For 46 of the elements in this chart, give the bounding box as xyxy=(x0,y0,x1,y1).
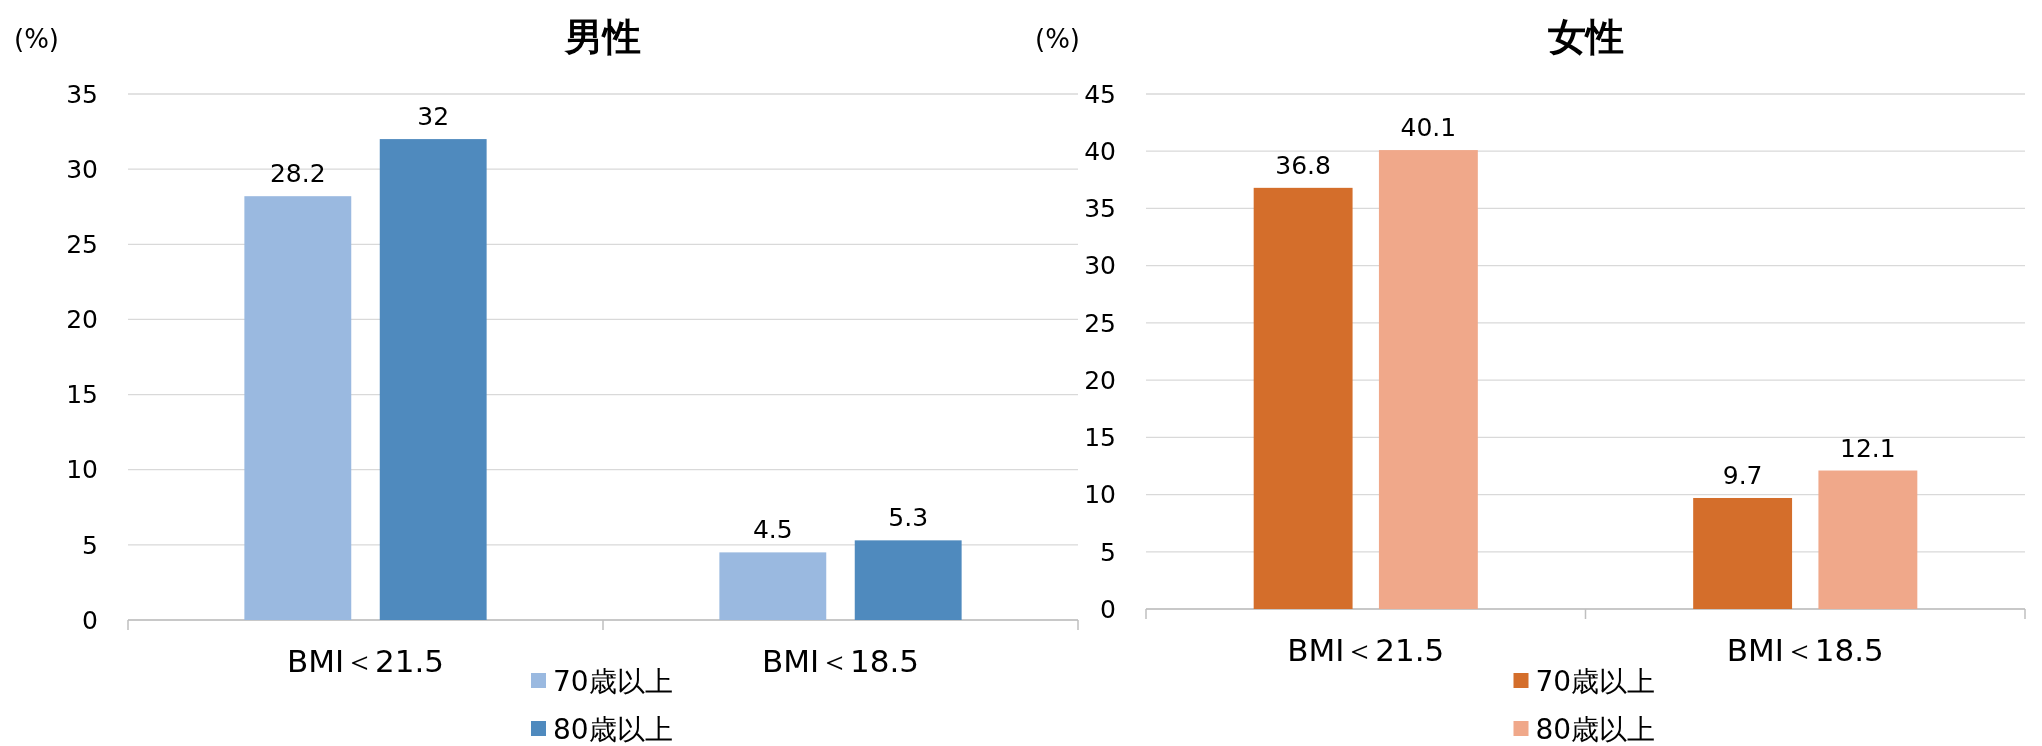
y-tick-label: 10 xyxy=(1084,480,1116,510)
y-tick-label: 35 xyxy=(1084,194,1116,224)
bar xyxy=(379,139,487,620)
y-tick-label: 5 xyxy=(82,530,98,560)
y-tick-label: 30 xyxy=(1084,251,1116,281)
y-tick-label: 5 xyxy=(1100,537,1116,567)
y-tick-label: 0 xyxy=(82,605,98,635)
bar xyxy=(1378,150,1478,609)
bar xyxy=(244,196,352,620)
data-label: 4.5 xyxy=(752,515,793,545)
y-tick-label: 20 xyxy=(1084,365,1116,395)
x-tick-label: BMI＜21.5 xyxy=(286,643,445,679)
bar xyxy=(1253,187,1353,609)
y-tick-label: 25 xyxy=(66,230,98,260)
chart-title: 男性 xyxy=(564,15,641,59)
legend-label: 70歳以上 xyxy=(553,664,673,698)
bar xyxy=(719,552,827,620)
y-tick-label: 15 xyxy=(1084,423,1116,453)
legend-label: 80歳以上 xyxy=(553,712,673,746)
x-tick-label: BMI＜18.5 xyxy=(761,643,920,679)
y-axis-title: (%) xyxy=(1035,24,1080,54)
data-label: 36.8 xyxy=(1275,150,1331,180)
data-label: 9.7 xyxy=(1722,460,1763,490)
legend-label: 70歳以上 xyxy=(1535,664,1656,698)
y-tick-label: 25 xyxy=(1084,308,1116,338)
data-label: 5.3 xyxy=(888,503,929,533)
y-tick-label: 40 xyxy=(1084,136,1116,166)
bar xyxy=(1818,470,1918,609)
y-tick-label: 35 xyxy=(66,79,98,109)
y-tick-label: 30 xyxy=(66,154,98,184)
data-label: 40.1 xyxy=(1400,113,1457,143)
x-tick-label: BMI＜18.5 xyxy=(1726,632,1884,668)
bar xyxy=(854,540,962,620)
y-tick-label: 10 xyxy=(66,455,98,485)
data-label: 28.2 xyxy=(269,159,326,189)
bar xyxy=(1693,497,1793,609)
data-label: 32 xyxy=(417,102,450,132)
data-label: 12.1 xyxy=(1840,433,1896,463)
y-tick-label: 45 xyxy=(1084,79,1116,109)
y-tick-label: 20 xyxy=(66,305,98,335)
x-tick-label: BMI＜21.5 xyxy=(1287,632,1445,668)
y-axis-title: (%) xyxy=(14,24,59,54)
y-tick-label: 15 xyxy=(66,380,98,410)
chart-title: 女性 xyxy=(1547,15,1624,59)
y-tick-label: 0 xyxy=(1100,594,1116,624)
legend-label: 80歳以上 xyxy=(1535,712,1656,746)
